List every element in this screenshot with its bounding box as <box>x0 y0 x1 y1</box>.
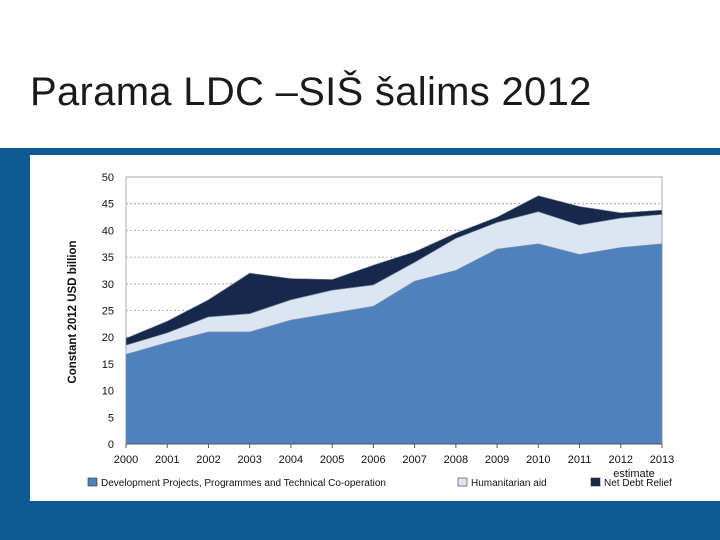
y-tick-label-40: 40 <box>102 225 114 237</box>
legend-swatch-0 <box>87 477 98 487</box>
y-tick-label-25: 25 <box>102 306 114 318</box>
x-tick-label-2004: 2004 <box>279 454 303 466</box>
x-tick-label-2006: 2006 <box>361 454 385 466</box>
stacked-area-chart: 0 5 10 15 20 25 30 35 40 45 50 2000 2001 2002 2003 2004… <box>67 172 674 489</box>
x-tick-label-2000: 2000 <box>114 454 138 466</box>
area-series-2 <box>125 195 663 346</box>
y-tick-label-5: 5 <box>108 412 114 424</box>
x-tick-label-2010: 2010 <box>526 454 550 466</box>
y-tick-label-20: 20 <box>102 332 114 344</box>
x-tick-label-2002: 2002 <box>196 454 220 466</box>
y-tick-label-50: 50 <box>102 172 114 184</box>
x-axis-note-estimate: estimate <box>613 468 655 480</box>
area-layer <box>125 195 663 445</box>
x-tick-label-2005: 2005 <box>320 454 344 466</box>
y-tick-label-0: 0 <box>108 439 114 451</box>
y-tick-label-35: 35 <box>102 252 114 264</box>
y-tick-label-15: 15 <box>102 359 114 371</box>
blue-frame-left <box>0 148 30 540</box>
y-tick-label-10: 10 <box>102 386 114 398</box>
y-axis-label: Constant 2012 USD billion <box>67 240 79 383</box>
legend: Development Projects, Programmes and Tec… <box>87 477 672 489</box>
axis-layer: 0 5 10 15 20 25 30 35 40 45 50 2000 2001 2002 2003 2004… <box>102 172 674 466</box>
legend-label-2: Net Debt Relief <box>604 478 672 489</box>
legend-swatch-1 <box>457 477 468 487</box>
x-tick-label-2003: 2003 <box>237 454 261 466</box>
x-tick-label-2013: 2013 <box>650 454 674 466</box>
y-tick-label-45: 45 <box>102 199 114 211</box>
y-tick-label-30: 30 <box>102 279 114 291</box>
slide-title: Parama LDC –SIŠ šalims 2012 <box>30 70 592 114</box>
legend-swatch-2 <box>590 477 601 487</box>
legend-label-1: Humanitarian aid <box>471 478 547 489</box>
x-tick-label-2001: 2001 <box>155 454 179 466</box>
x-tick-label-2009: 2009 <box>485 454 509 466</box>
x-tick-label-2008: 2008 <box>444 454 468 466</box>
x-tick-label-2011: 2011 <box>568 454 592 466</box>
blue-bottom-band <box>0 501 720 540</box>
x-tick-label-2012: 2012 <box>609 454 633 466</box>
x-tick-label-2007: 2007 <box>402 454 426 466</box>
legend-label-0: Development Projects, Programmes and Tec… <box>101 478 386 489</box>
chart-panel: 0 5 10 15 20 25 30 35 40 45 50 2000 2001 2002 2003 2004… <box>30 155 720 501</box>
